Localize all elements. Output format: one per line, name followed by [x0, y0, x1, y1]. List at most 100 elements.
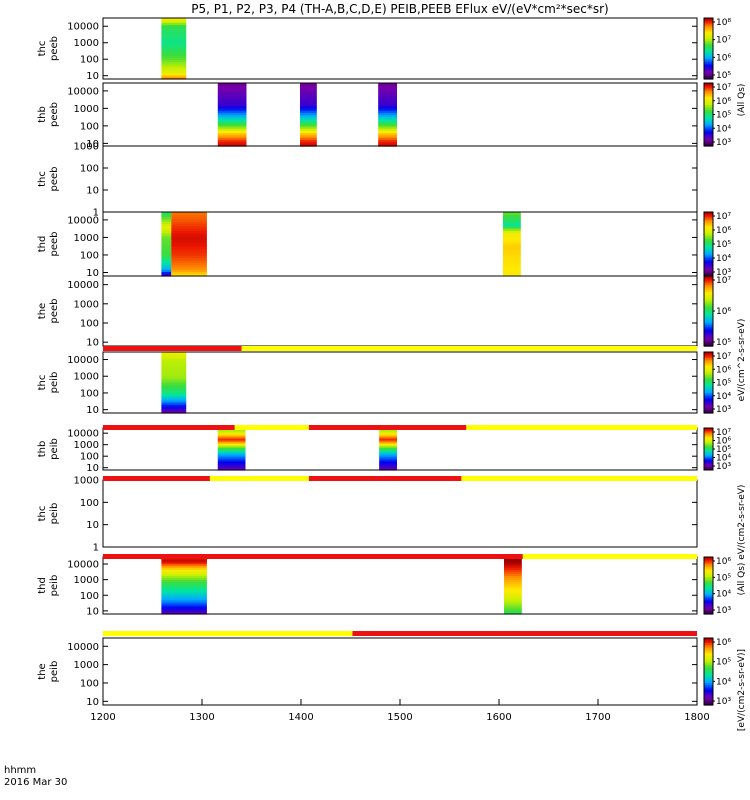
spectrogram-cell [171, 216, 207, 220]
colorbar-cell [704, 440, 713, 443]
colorbar-cell [704, 436, 713, 438]
spectrogram-cell [504, 567, 522, 570]
spectrogram-cell [161, 18, 187, 21]
colorbar-tick-label: 10⁵ [716, 240, 731, 250]
colorbar-cell [704, 74, 713, 77]
colorbar-cell [704, 387, 713, 390]
x-axis: 1200 1300 1400 1500 1600 1700 1800 [90, 699, 710, 723]
y-tick-label: 100 [80, 388, 99, 399]
colorbar-cell [704, 139, 713, 142]
colorbar-cell [704, 323, 713, 326]
colorbar-cell [704, 432, 713, 434]
spectrogram-cell [161, 571, 207, 574]
colorbar-cell [704, 114, 713, 117]
colorbar-cell [704, 21, 713, 24]
panel-frame [102, 82, 698, 147]
spectrogram-cell [300, 107, 317, 111]
spectrogram-cell [161, 214, 172, 218]
panel-frame [102, 17, 698, 80]
colorbar-cell [704, 558, 713, 561]
spectrogram-cell [161, 561, 207, 564]
spectrogram-cell [161, 599, 207, 603]
colorbar-frame [703, 637, 714, 706]
colorbar-cell [704, 83, 713, 86]
colorbar-cell [704, 459, 713, 462]
spectrogram-cell [379, 446, 397, 449]
y-tick-label: 10000 [67, 86, 99, 97]
colorbar-cell [704, 385, 713, 388]
colorbar-cell [704, 586, 713, 589]
colorbar-cell [704, 138, 713, 141]
colorbar-cell [704, 608, 713, 611]
y-tick-label: 10000 [67, 560, 99, 571]
colorbar-cell [704, 54, 713, 57]
colorbar-cell [704, 574, 713, 577]
colorbar-cell [704, 258, 713, 261]
x-axis-label-date: 2016 Mar 30 [4, 777, 67, 788]
colorbar-cell [704, 321, 713, 324]
colorbar-cell [704, 446, 713, 449]
colorbar-tick-label: 10⁶ [716, 226, 731, 236]
colorbar-cell [704, 571, 713, 574]
spectrogram-cell [217, 440, 246, 443]
colorbar-cell [704, 683, 713, 686]
colorbar-cell [704, 579, 713, 582]
spectrogram-cell [161, 378, 187, 381]
colorbar-tick-label: 10⁵ [716, 658, 731, 668]
colorbar-cell [704, 644, 713, 647]
colorbar-cell [704, 89, 713, 92]
colorbar-cell [704, 116, 713, 119]
spectrogram-cell [171, 266, 207, 270]
spectrogram-cell [300, 112, 317, 116]
x-tick-label: 1700 [585, 712, 610, 723]
x-tick-label: 1600 [486, 712, 511, 723]
colorbar-cell [704, 120, 713, 123]
spectrogram-cell [378, 98, 397, 102]
spectrogram-cell [504, 559, 522, 562]
colorbar-cell [704, 60, 713, 63]
spectrogram-cell [161, 44, 187, 47]
colorbar-cell [704, 671, 713, 674]
spectrogram-cell [161, 257, 172, 261]
y-tick-label: 10000 [67, 22, 99, 33]
colorbar-cell [704, 460, 713, 463]
colorbar-cell [704, 377, 713, 380]
spectrogram-cell [300, 110, 317, 113]
colorbar-cell [704, 94, 713, 97]
spectrogram-cell [217, 432, 246, 435]
colorbar-tick-label: 10⁵ [716, 338, 731, 348]
spectrogram-cell [161, 70, 187, 74]
panel-species-label: peeb [49, 102, 60, 127]
colorbar-cell [704, 245, 713, 248]
spectrogram-cell [503, 244, 521, 247]
colorbar-cell [704, 582, 713, 585]
spectrogram-cell [300, 132, 317, 136]
spectrogram-cell [504, 579, 522, 582]
spectrogram-cell [161, 59, 187, 63]
colorbar-cell [704, 406, 713, 409]
spectrogram-cell [378, 130, 397, 134]
spectrogram-cell [378, 94, 397, 98]
spectrogram-cell [171, 218, 207, 222]
spectrogram-cell [300, 94, 317, 98]
spectrogram-burst [378, 83, 397, 147]
colorbar-cell [704, 332, 713, 335]
colorbar-cell [704, 284, 713, 288]
y-tick-label: 10 [86, 338, 99, 349]
colorbar-cell [704, 127, 713, 130]
colorbar-cell [704, 279, 713, 282]
colorbar-cell [704, 595, 713, 598]
colorbar-cell [704, 352, 713, 355]
colorbar-tick-label: 10⁷ [716, 83, 731, 93]
spectrogram-cell [378, 92, 397, 95]
colorbar-cell [704, 374, 713, 377]
colorbar-cell [704, 456, 713, 458]
colorbar-cell [704, 260, 713, 263]
spectrogram-cell [161, 575, 207, 578]
colorbar-cell [704, 240, 713, 243]
spectrogram-cell [503, 221, 521, 224]
flag-bar-segment [103, 554, 523, 559]
colorbar-cell [704, 300, 713, 303]
colorbar-cell [704, 266, 713, 269]
colorbar-cell [704, 131, 713, 134]
